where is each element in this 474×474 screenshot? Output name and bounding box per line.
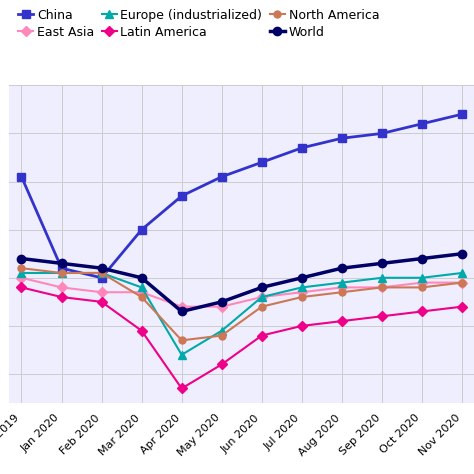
- North America: [99, 270, 104, 276]
- Line: World: World: [18, 250, 466, 316]
- Latin America: [259, 333, 264, 338]
- Europe (industrialized): [459, 270, 465, 276]
- Europe (industrialized): [99, 270, 104, 276]
- Latin America: [219, 362, 225, 367]
- East Asia: [179, 304, 184, 310]
- East Asia: [339, 284, 345, 290]
- North America: [339, 290, 345, 295]
- North America: [18, 265, 24, 271]
- Latin America: [339, 318, 345, 324]
- East Asia: [459, 280, 465, 285]
- Latin America: [179, 386, 184, 392]
- East Asia: [379, 284, 385, 290]
- Latin America: [299, 323, 305, 329]
- World: [18, 255, 24, 261]
- Legend: China, East Asia, Europe (industrialized), Latin America, North America, World: China, East Asia, Europe (industrialized…: [16, 6, 382, 41]
- World: [179, 309, 184, 314]
- World: [139, 275, 145, 281]
- Line: Latin America: Latin America: [18, 284, 465, 392]
- China: [379, 131, 385, 137]
- Latin America: [379, 313, 385, 319]
- World: [59, 261, 64, 266]
- China: [139, 227, 145, 233]
- East Asia: [419, 280, 425, 285]
- Europe (industrialized): [59, 270, 64, 276]
- China: [299, 145, 305, 151]
- North America: [219, 333, 225, 338]
- World: [379, 261, 385, 266]
- Latin America: [139, 328, 145, 334]
- China: [419, 121, 425, 127]
- Latin America: [459, 304, 465, 310]
- Latin America: [59, 294, 64, 300]
- East Asia: [99, 290, 104, 295]
- East Asia: [18, 275, 24, 281]
- North America: [179, 337, 184, 343]
- Europe (industrialized): [219, 328, 225, 334]
- Europe (industrialized): [259, 294, 264, 300]
- Latin America: [99, 299, 104, 305]
- World: [419, 255, 425, 261]
- World: [259, 284, 264, 290]
- World: [99, 265, 104, 271]
- China: [59, 265, 64, 271]
- China: [179, 193, 184, 199]
- Line: Europe (industrialized): Europe (industrialized): [18, 269, 466, 359]
- China: [459, 111, 465, 117]
- China: [339, 136, 345, 141]
- East Asia: [299, 290, 305, 295]
- East Asia: [259, 294, 264, 300]
- Europe (industrialized): [379, 275, 385, 281]
- North America: [59, 270, 64, 276]
- Europe (industrialized): [299, 284, 305, 290]
- China: [259, 159, 264, 165]
- Europe (industrialized): [139, 284, 145, 290]
- World: [459, 251, 465, 256]
- North America: [259, 304, 264, 310]
- Europe (industrialized): [18, 270, 24, 276]
- North America: [459, 280, 465, 285]
- Latin America: [18, 284, 24, 290]
- East Asia: [139, 290, 145, 295]
- China: [18, 174, 24, 180]
- Line: East Asia: East Asia: [18, 274, 465, 310]
- Latin America: [419, 309, 425, 314]
- China: [219, 174, 225, 180]
- Line: North America: North America: [18, 264, 465, 344]
- Europe (industrialized): [419, 275, 425, 281]
- World: [219, 299, 225, 305]
- North America: [419, 284, 425, 290]
- East Asia: [59, 284, 64, 290]
- World: [339, 265, 345, 271]
- China: [99, 275, 104, 281]
- North America: [299, 294, 305, 300]
- Europe (industrialized): [179, 352, 184, 357]
- North America: [139, 294, 145, 300]
- Europe (industrialized): [339, 280, 345, 285]
- World: [299, 275, 305, 281]
- East Asia: [219, 304, 225, 310]
- North America: [379, 284, 385, 290]
- Line: China: China: [18, 110, 466, 282]
